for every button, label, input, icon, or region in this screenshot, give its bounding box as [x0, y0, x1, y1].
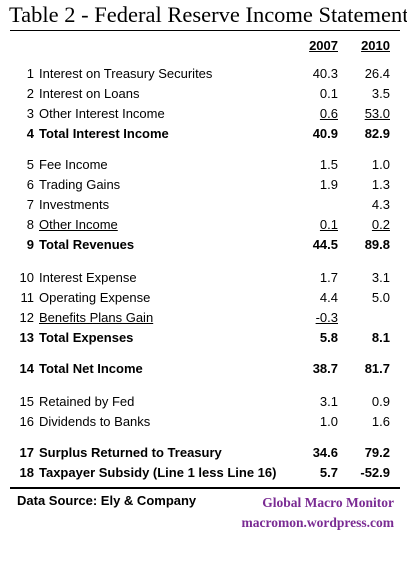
- row-label: Benefits Plans Gain: [39, 310, 154, 325]
- value-2010: 1.0: [371, 157, 390, 172]
- table-row: 16 Dividends to Banks 1.0 1.6: [0, 413, 407, 431]
- value-2010: 82.9: [364, 126, 390, 141]
- row-label: Interest Expense: [39, 270, 137, 285]
- row-number: 14: [19, 361, 34, 376]
- row-number: 9: [26, 237, 34, 252]
- row-number: 13: [19, 330, 34, 345]
- row-number: 15: [19, 394, 34, 409]
- row-number: 12: [19, 310, 34, 325]
- table-row: 15 Retained by Fed 3.1 0.9: [0, 393, 407, 411]
- value-2007: 0.6: [319, 106, 338, 121]
- table-row: 4 Total Interest Income 40.9 82.9: [0, 125, 407, 143]
- table-row: 18 Taxpayer Subsidy (Line 1 less Line 16)…: [0, 464, 407, 482]
- row-number: 10: [19, 270, 34, 285]
- value-2007: 1.7: [319, 270, 338, 285]
- row-label: Trading Gains: [39, 177, 121, 192]
- value-2010: 79.2: [364, 445, 390, 460]
- table-row: 13 Total Expenses 5.8 8.1: [0, 329, 407, 347]
- value-2010: 81.7: [364, 361, 390, 376]
- value-2007: 5.8: [319, 330, 338, 345]
- row-number: 3: [26, 106, 34, 121]
- value-2007: 1.5: [319, 157, 338, 172]
- table-row: 1 Interest on Treasury Securites 40.3 26.4: [0, 65, 407, 83]
- brand-block: Global Macro Monitor macromon.wordpress.…: [222, 493, 394, 533]
- row-label: Fee Income: [39, 157, 108, 172]
- value-2010: 89.8: [364, 237, 390, 252]
- value-2010: 5.0: [371, 290, 390, 305]
- row-label: Total Interest Income: [39, 126, 169, 141]
- value-2007: 34.6: [312, 445, 338, 460]
- title-divider: [10, 30, 400, 31]
- column-header-2010: 2010: [361, 38, 390, 53]
- row-label: Other Interest Income: [39, 106, 165, 121]
- income-statement-rows: 1 Interest on Treasury Securites 40.3 26.4 2…: [0, 65, 407, 482]
- value-2007: 38.7: [312, 361, 338, 376]
- value-2007: 0.1: [319, 217, 338, 232]
- table-row: 3 Other Interest Income 0.6 53.0: [0, 105, 407, 123]
- table-row: 6 Trading Gains 1.9 1.3: [0, 176, 407, 194]
- value-2010: 0.9: [371, 394, 390, 409]
- value-2010: 26.4: [364, 66, 390, 81]
- row-number: 18: [19, 465, 34, 480]
- row-number: 8: [26, 217, 34, 232]
- table-row: 8 Other Income 0.1 0.2: [0, 216, 407, 234]
- value-2010: 8.1: [371, 330, 390, 345]
- row-label: Other Income: [39, 217, 118, 232]
- table-row: 5 Fee Income 1.5 1.0: [0, 156, 407, 174]
- row-number: 6: [26, 177, 34, 192]
- value-2010: 53.0: [364, 106, 390, 121]
- table-row: 2 Interest on Loans 0.1 3.5: [0, 85, 407, 103]
- row-number: 11: [20, 290, 35, 305]
- table-row: 14 Total Net Income 38.7 81.7: [0, 360, 407, 378]
- value-2007: 5.7: [319, 465, 338, 480]
- row-number: 7: [26, 197, 34, 212]
- table-row: 7 Investments 4.3: [0, 196, 407, 214]
- row-label: Surplus Returned to Treasury: [39, 445, 222, 460]
- row-label: Retained by Fed: [39, 394, 135, 409]
- brand-url[interactable]: macromon.wordpress.com: [241, 515, 394, 530]
- value-2010: 3.1: [371, 270, 390, 285]
- row-label: Interest on Treasury Securites: [39, 66, 213, 81]
- row-number: 17: [19, 445, 34, 460]
- row-label: Investments: [39, 197, 110, 212]
- value-2010: -52.9: [360, 465, 390, 480]
- row-label: Total Revenues: [39, 237, 135, 252]
- table-row: 9 Total Revenues 44.5 89.8: [0, 236, 407, 254]
- footer-divider: [10, 487, 400, 489]
- value-2010: 4.3: [371, 197, 390, 212]
- row-label: Taxpayer Subsidy (Line 1 less Line 16): [39, 465, 277, 480]
- value-2007: 4.4: [319, 290, 338, 305]
- row-number: 1: [26, 66, 34, 81]
- value-2007: -0.3: [315, 310, 338, 325]
- value-2007: 1.0: [319, 414, 338, 429]
- value-2007: 0.1: [319, 86, 338, 101]
- brand-name: Global Macro Monitor: [262, 495, 394, 510]
- value-2010: 1.6: [371, 414, 390, 429]
- value-2010: 0.2: [371, 217, 390, 232]
- row-label: Interest on Loans: [39, 86, 140, 101]
- value-2007: 40.9: [312, 126, 338, 141]
- row-label: Operating Expense: [39, 290, 151, 305]
- row-label: Total Net Income: [39, 361, 143, 376]
- value-2007: 40.3: [312, 66, 338, 81]
- value-2007: 3.1: [319, 394, 338, 409]
- value-2007: 44.5: [312, 237, 338, 252]
- table-row: 12 Benefits Plans Gain -0.3: [0, 309, 407, 327]
- row-number: 4: [26, 126, 34, 141]
- table-row: 10 Interest Expense 1.7 3.1: [0, 269, 407, 287]
- value-2010: 1.3: [371, 177, 390, 192]
- row-number: 5: [26, 157, 34, 172]
- table-title: Table 2 - Federal Reserve Income Stateme…: [9, 2, 407, 27]
- data-source: Data Source: Ely & Company: [17, 493, 197, 508]
- row-label: Total Expenses: [39, 330, 134, 345]
- value-2007: 1.9: [319, 177, 338, 192]
- table-row: 17 Surplus Returned to Treasury 34.6 79.2: [0, 444, 407, 462]
- row-number: 16: [19, 414, 34, 429]
- column-header-2007: 2007: [309, 38, 338, 53]
- row-label: Dividends to Banks: [39, 414, 151, 429]
- table-row: 11 Operating Expense 4.4 5.0: [0, 289, 407, 307]
- row-number: 2: [26, 86, 34, 101]
- value-2010: 3.5: [371, 86, 390, 101]
